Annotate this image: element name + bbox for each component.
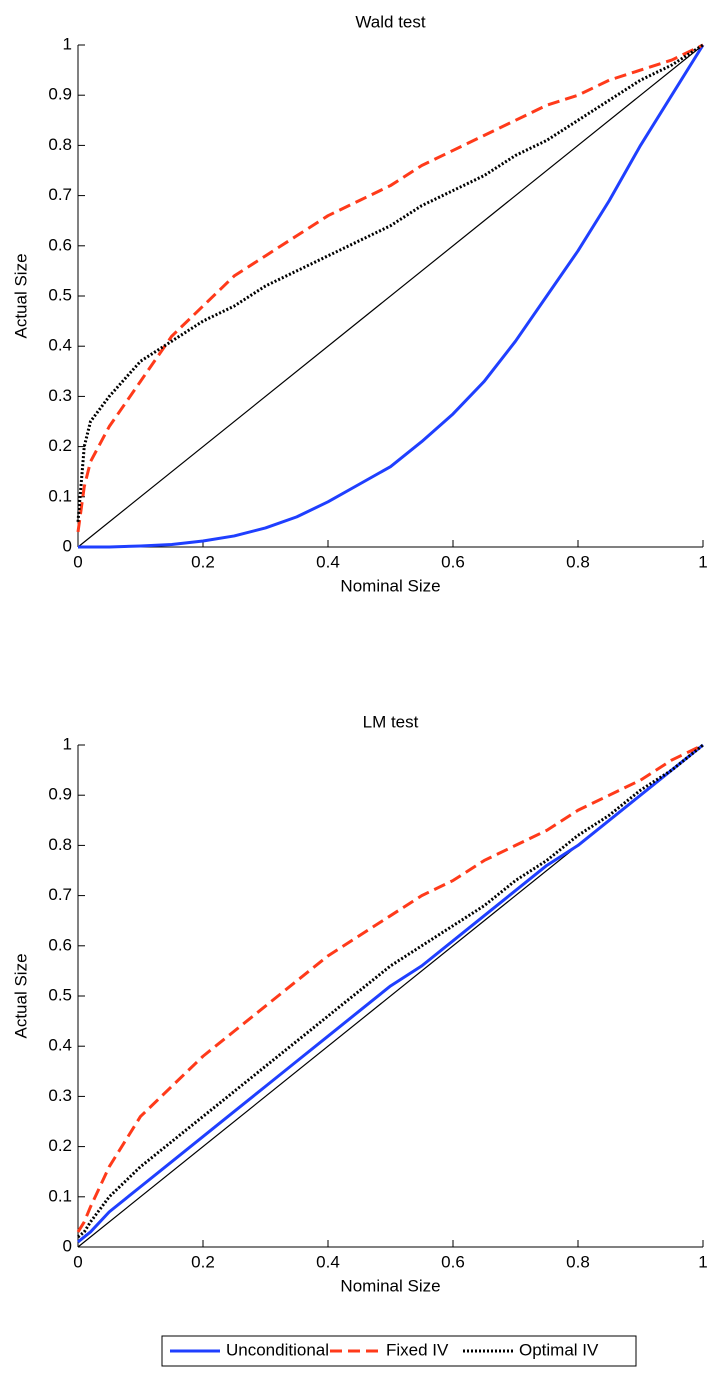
y-tick-label: 0.7 xyxy=(48,885,72,904)
x-tick-label: 1 xyxy=(698,1252,707,1271)
x-axis-label: Nominal Size xyxy=(340,1276,440,1295)
series-line xyxy=(77,743,704,1239)
x-tick-label: 0.4 xyxy=(316,1252,340,1271)
x-tick-label: 0.4 xyxy=(316,552,340,571)
series-line xyxy=(76,43,704,533)
y-tick-label: 0.5 xyxy=(48,285,72,304)
legend-box xyxy=(161,1335,637,1367)
x-tick-label: 0 xyxy=(73,1252,82,1271)
x-tick-label: 0 xyxy=(73,552,82,571)
series-line xyxy=(77,743,704,1244)
y-tick-label: 1 xyxy=(63,734,72,753)
y-tick-label: 0.9 xyxy=(48,85,72,104)
y-tick-label: 1 xyxy=(63,34,72,53)
chart-title: LM test xyxy=(363,712,419,731)
y-tick-label: 0.8 xyxy=(48,135,72,154)
x-tick-label: 1 xyxy=(698,552,707,571)
x-axis-label: Nominal Size xyxy=(340,576,440,595)
legend-label: Unconditional xyxy=(226,1340,329,1359)
y-tick-label: 0.8 xyxy=(48,835,72,854)
y-tick-label: 0.9 xyxy=(48,785,72,804)
y-axis-label: Actual Size xyxy=(11,253,30,338)
x-tick-label: 0.8 xyxy=(566,1252,590,1271)
y-tick-label: 0.6 xyxy=(48,935,72,954)
y-tick-label: 0.3 xyxy=(48,1086,72,1105)
y-tick-label: 0.2 xyxy=(48,1136,72,1155)
x-tick-label: 0.2 xyxy=(191,1252,215,1271)
y-tick-label: 0.5 xyxy=(48,985,72,1004)
legend-label: Optimal IV xyxy=(519,1340,599,1359)
y-tick-label: 0 xyxy=(63,536,72,555)
legend: Unconditional Fixed IV Optimal IV xyxy=(161,1335,637,1367)
x-tick-label: 0.6 xyxy=(441,552,465,571)
reference-line xyxy=(77,44,704,548)
y-tick-label: 0.4 xyxy=(48,336,72,355)
y-tick-label: 0.7 xyxy=(48,185,72,204)
series-line xyxy=(76,43,704,523)
y-tick-label: 0.2 xyxy=(48,436,72,455)
y-tick-label: 0.4 xyxy=(48,1036,72,1055)
y-tick-label: 0.1 xyxy=(48,1186,72,1205)
y-tick-label: 0 xyxy=(63,1236,72,1255)
legend-label: Fixed IV xyxy=(386,1340,449,1359)
series-line xyxy=(78,44,705,549)
x-tick-label: 0.6 xyxy=(441,1252,465,1271)
x-tick-label: 0.8 xyxy=(566,552,590,571)
x-tick-label: 0.2 xyxy=(191,552,215,571)
series-line xyxy=(76,743,704,1233)
y-axis-label: Actual Size xyxy=(11,953,30,1038)
chart-title: Wald test xyxy=(355,12,426,31)
y-tick-label: 0.1 xyxy=(48,486,72,505)
y-tick-label: 0.3 xyxy=(48,386,72,405)
y-tick-label: 0.6 xyxy=(48,235,72,254)
